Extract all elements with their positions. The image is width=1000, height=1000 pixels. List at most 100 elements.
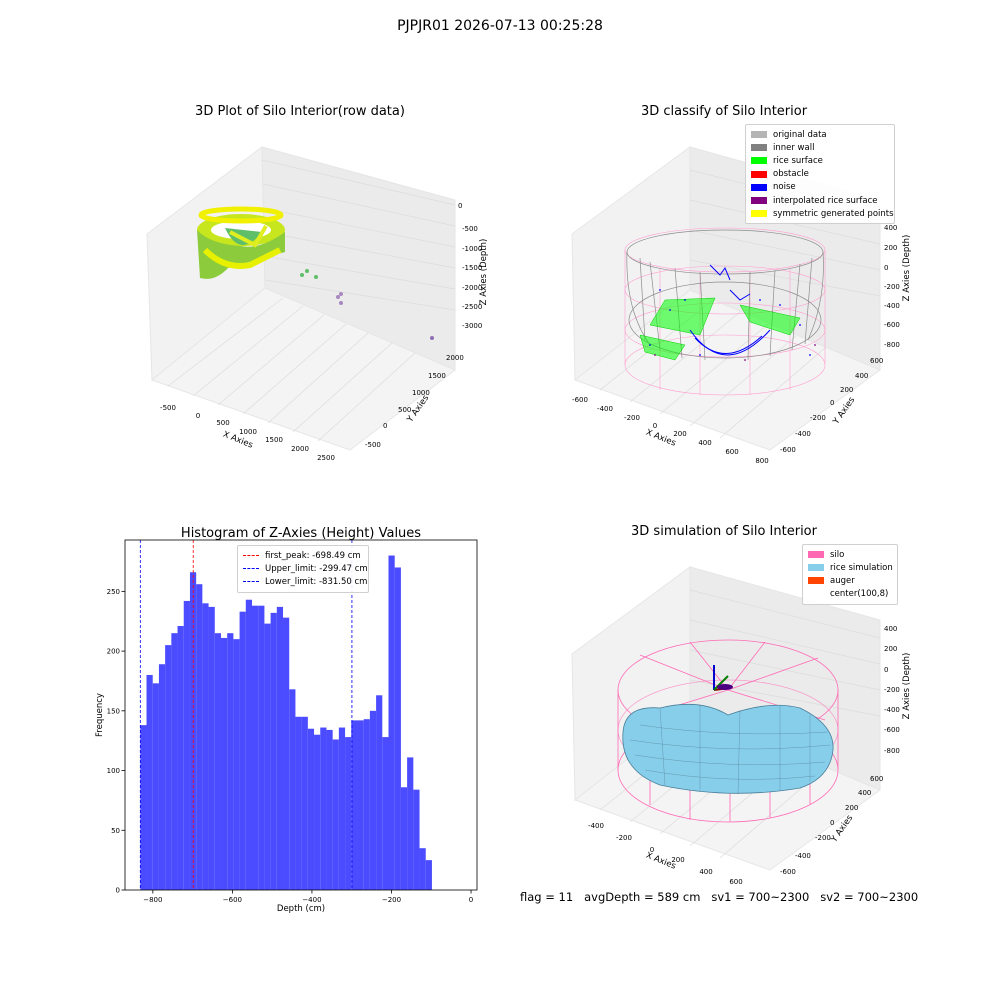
raw-plot-title: 3D Plot of Silo Interior(row data) [195,104,405,119]
histogram-xlabel: Depth (cm) [277,904,325,914]
classify-ytick: 400 [855,372,868,380]
histogram-legend: first_peak: -698.49 cm Upper_limit: -299… [237,545,369,593]
swatch-icon [751,197,767,205]
raw-ytick: 0 [383,422,387,430]
raw-xtick: 1500 [265,436,283,444]
classify-xtick: 600 [725,448,738,456]
legend-item-upper-limit: Upper_limit: -299.47 cm [243,562,368,575]
histogram-bar [140,725,147,890]
dash-icon [243,555,259,557]
histogram-bar [152,683,159,890]
histogram-bar [146,674,153,890]
histogram-bar [276,606,284,890]
raw-ztick: -3000 [462,322,482,330]
histogram-xtick-label: −400 [302,896,321,904]
simulation-xlabel: X Axies [644,851,677,872]
raw-xtick: 2000 [291,445,309,453]
simulation-ytick: -600 [780,868,796,876]
raw-xtick: 500 [216,419,229,427]
histogram-ylabel: Frequency [95,693,105,737]
simulation-ztick: 400 [884,625,897,633]
histogram-bar [227,633,234,890]
histogram-xtick-label: 0 [469,896,473,904]
simulation-ztick: -600 [884,726,900,734]
classify-plot-title: 3D classify of Silo Interior [640,104,808,119]
simulation-legend: silo rice simulation auger center(100,8) [802,544,898,605]
histogram-bar [183,600,190,890]
histogram-bar [220,637,228,890]
dash-icon [243,568,259,570]
histogram-bar [233,639,240,890]
histogram-bars [140,555,432,890]
histogram-bar [332,739,339,890]
classify-ztick: -600 [884,321,900,329]
simulation-3d-plot: -400 -200 0 200 400 600 -600 -400 -200 0… [571,566,912,886]
simulation-ytick: 400 [858,789,871,797]
histogram-bar [413,789,420,890]
classify-xtick: 200 [673,430,686,438]
histogram-bar [400,787,408,890]
raw-ztick: -2000 [462,284,482,292]
swatch-icon [751,170,767,178]
classify-ytick: 200 [840,386,853,394]
histogram-bar [202,603,209,890]
histogram-xtick-label: −200 [382,896,401,904]
simulation-xtick: 0 [650,846,654,854]
figure-title: PJPJR01 2026-07-13 00:25:28 [397,18,603,34]
histogram-frame [124,539,478,891]
histogram-bar [382,737,389,890]
legend-item-interpolated: interpolated rice surface [751,194,889,207]
simulation-ztick: -400 [884,706,900,714]
raw-ytick: 2000 [446,354,464,362]
simulation-ytick: -200 [815,834,831,842]
classify-xtick: 400 [698,439,711,447]
classify-xtick: -400 [597,405,613,413]
histogram-bar [394,567,401,890]
raw-ytick: 500 [398,406,411,414]
simulation-xtick: 400 [699,868,712,876]
histogram-chart: Histogram of Z-Axies (Height) Values −80… [95,526,478,914]
raw-3d-plot: -500 0 500 1000 1500 2000 2500 -500 0 50… [146,146,489,462]
raw-ytick: 1500 [428,372,446,380]
simulation-ztick: 0 [884,666,888,674]
legend-item-original-data: original data [751,128,889,141]
histogram-ytick-label: 50 [111,827,120,835]
raw-xtick: -500 [160,404,176,412]
histogram-bar [338,727,346,890]
histogram-bar [419,848,426,890]
raw-ztick: -2500 [462,303,482,311]
histogram-bar [196,584,203,890]
simulation-xtick: -200 [616,834,632,842]
histogram-bar [295,716,302,890]
classify-ztick: -400 [884,302,900,310]
histogram-bar [345,737,352,890]
histogram-bar [258,605,265,890]
simulation-zlabel: Z Axies (Depth) [902,653,912,720]
raw-xtick: 0 [196,412,200,420]
histogram-bar [369,710,377,890]
simulation-ytick: 600 [870,775,883,783]
legend-item-rice-surface: rice surface [751,154,889,167]
histogram-bar [171,633,178,890]
histogram-bar [165,645,172,890]
histogram-bar [314,734,321,890]
simulation-ytick: 200 [845,804,858,812]
histogram-ytick-label: 200 [107,648,120,656]
simulation-xtick: 600 [729,878,742,886]
classify-ztick: -200 [884,283,900,291]
histogram-bar [283,617,290,890]
histogram-bar [214,633,221,890]
simulation-ztick: -200 [884,686,900,694]
legend-item-first-peak: first_peak: -698.49 cm [243,549,363,562]
classify-ztick: 200 [884,244,897,252]
swatch-icon [751,157,767,165]
raw-floor-pane [150,287,456,451]
histogram-yticks: 0 50 100 150 200 250 [107,588,125,895]
histogram-ytick-label: 0 [116,887,120,895]
raw-ytick: -500 [365,441,381,449]
classify-noise [689,264,771,356]
classify-ztick: -800 [884,341,900,349]
histogram-bar [351,720,358,890]
swatch-icon [751,210,767,218]
classify-ytick: 600 [870,357,883,365]
